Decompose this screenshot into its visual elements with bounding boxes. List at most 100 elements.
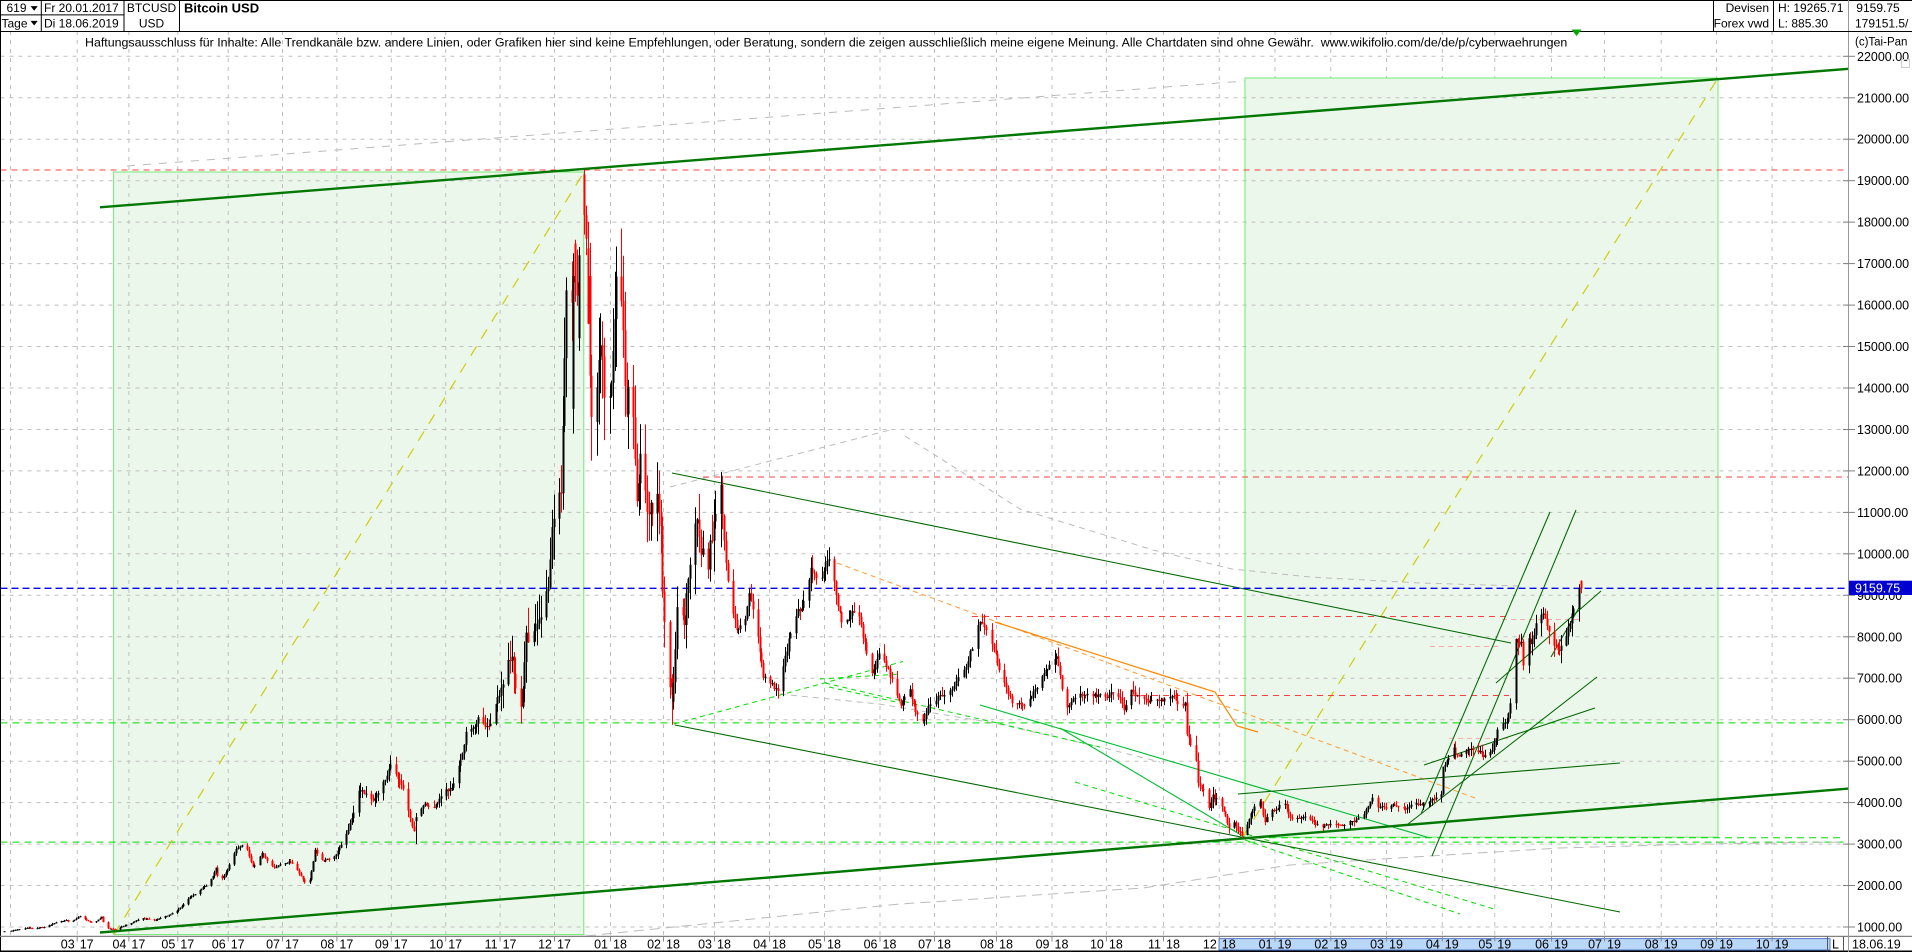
svg-text:08: 08: [980, 937, 994, 951]
svg-text:01: 01: [594, 937, 608, 951]
svg-text:19: 19: [1333, 937, 1347, 951]
svg-text:09: 09: [375, 937, 389, 951]
svg-text:17: 17: [448, 937, 462, 951]
svg-text:Tage: Tage: [1, 17, 27, 31]
svg-text:05: 05: [1478, 937, 1492, 951]
svg-text:10: 10: [1756, 937, 1770, 951]
svg-text:18: 18: [883, 937, 897, 951]
svg-text:18: 18: [1166, 937, 1180, 951]
svg-text:1000.00: 1000.00: [1857, 921, 1902, 935]
svg-text:BTCUSD: BTCUSD: [127, 1, 177, 15]
svg-text:18: 18: [666, 937, 680, 951]
svg-text:179151.5/: 179151.5/: [1855, 17, 1909, 31]
svg-text:17: 17: [231, 937, 245, 951]
svg-text:19: 19: [1445, 937, 1459, 951]
svg-text:17: 17: [285, 937, 299, 951]
svg-text:09: 09: [1036, 937, 1050, 951]
svg-text:18: 18: [1109, 937, 1123, 951]
svg-text:05: 05: [808, 937, 822, 951]
svg-text:5000.00: 5000.00: [1857, 755, 1902, 769]
svg-text:L: L: [1832, 937, 1839, 951]
svg-text:16000.00: 16000.00: [1857, 299, 1909, 313]
svg-text:18: 18: [1055, 937, 1069, 951]
svg-text:Haftungsausschluss für Inhalte: Haftungsausschluss für Inhalte: Alle Tre…: [85, 36, 1567, 50]
svg-text:L: 885.30: L: 885.30: [1778, 17, 1828, 31]
svg-text:19: 19: [1719, 937, 1733, 951]
svg-text:19: 19: [1278, 937, 1292, 951]
svg-text:06: 06: [1535, 937, 1549, 951]
svg-text:21000.00: 21000.00: [1857, 91, 1909, 105]
svg-text:06: 06: [212, 937, 226, 951]
svg-text:Forex vwd: Forex vwd: [1714, 17, 1769, 31]
svg-text:17: 17: [80, 937, 94, 951]
svg-text:9159.75: 9159.75: [1856, 1, 1900, 15]
svg-text:19: 19: [1775, 937, 1789, 951]
svg-text:11000.00: 11000.00: [1857, 506, 1908, 520]
svg-text:18: 18: [772, 937, 786, 951]
svg-text:12000.00: 12000.00: [1857, 464, 1909, 478]
svg-text:19: 19: [1497, 937, 1511, 951]
svg-text:11: 11: [485, 937, 498, 951]
svg-text:18000.00: 18000.00: [1857, 216, 1909, 230]
svg-text:18: 18: [613, 937, 627, 951]
svg-text:H: 19265.71: H: 19265.71: [1778, 1, 1844, 15]
svg-text:05: 05: [161, 937, 175, 951]
svg-text:19: 19: [1554, 937, 1568, 951]
svg-text:14000.00: 14000.00: [1857, 382, 1909, 396]
svg-text:17: 17: [557, 937, 571, 951]
svg-text:18.06.19: 18.06.19: [1852, 937, 1901, 951]
svg-text:18: 18: [1222, 937, 1236, 951]
svg-text:10: 10: [1090, 937, 1104, 951]
svg-text:7000.00: 7000.00: [1857, 672, 1902, 686]
svg-text:15000.00: 15000.00: [1857, 340, 1909, 354]
svg-text:20000.00: 20000.00: [1857, 133, 1909, 147]
svg-text:04: 04: [1426, 937, 1440, 951]
svg-text:17: 17: [339, 937, 353, 951]
svg-text:11: 11: [1148, 937, 1161, 951]
svg-text:17: 17: [131, 937, 145, 951]
svg-text:12: 12: [1203, 937, 1217, 951]
svg-text:6000.00: 6000.00: [1857, 713, 1902, 727]
svg-text:03: 03: [698, 937, 712, 951]
svg-text:07: 07: [918, 937, 932, 951]
svg-text:Devisen: Devisen: [1726, 1, 1769, 15]
svg-text:619: 619: [6, 1, 26, 15]
svg-text:22000.00: 22000.00: [1857, 50, 1909, 64]
svg-text:17: 17: [180, 937, 194, 951]
svg-text:Fr 20.01.2017: Fr 20.01.2017: [44, 1, 119, 15]
svg-text:08: 08: [1645, 937, 1659, 951]
svg-text:USD: USD: [139, 17, 165, 31]
svg-text:10000.00: 10000.00: [1857, 547, 1909, 561]
svg-text:10: 10: [429, 937, 443, 951]
svg-text:4000.00: 4000.00: [1857, 796, 1902, 810]
svg-text:07: 07: [1588, 937, 1602, 951]
svg-text:03: 03: [61, 937, 75, 951]
svg-text:19000.00: 19000.00: [1857, 174, 1909, 188]
svg-text:17: 17: [394, 937, 408, 951]
svg-text:01: 01: [1259, 937, 1273, 951]
svg-text:02: 02: [647, 937, 661, 951]
svg-text:18: 18: [937, 937, 951, 951]
svg-text:08: 08: [320, 937, 334, 951]
svg-text:18: 18: [999, 937, 1013, 951]
svg-text:04: 04: [112, 937, 126, 951]
svg-text:(c)Tai-Pan: (c)Tai-Pan: [1855, 37, 1907, 49]
svg-text:19: 19: [1607, 937, 1621, 951]
svg-text:Bitcoin USD: Bitcoin USD: [184, 0, 259, 15]
svg-text:3000.00: 3000.00: [1857, 838, 1902, 852]
svg-text:2000.00: 2000.00: [1857, 879, 1902, 893]
svg-text:17: 17: [503, 937, 517, 951]
svg-text:19: 19: [1389, 937, 1403, 951]
svg-text:04: 04: [753, 937, 767, 951]
svg-text:02: 02: [1314, 937, 1328, 951]
svg-text:19: 19: [1664, 937, 1678, 951]
svg-text:Di 18.06.2019: Di 18.06.2019: [44, 17, 119, 31]
svg-text:17000.00: 17000.00: [1857, 257, 1909, 271]
svg-text:03: 03: [1370, 937, 1384, 951]
svg-text:09: 09: [1700, 937, 1714, 951]
svg-text:06: 06: [864, 937, 878, 951]
svg-text:18: 18: [827, 937, 841, 951]
svg-text:13000.00: 13000.00: [1857, 423, 1909, 437]
svg-text:12: 12: [538, 937, 552, 951]
svg-text:9159.75: 9159.75: [1855, 581, 1900, 595]
